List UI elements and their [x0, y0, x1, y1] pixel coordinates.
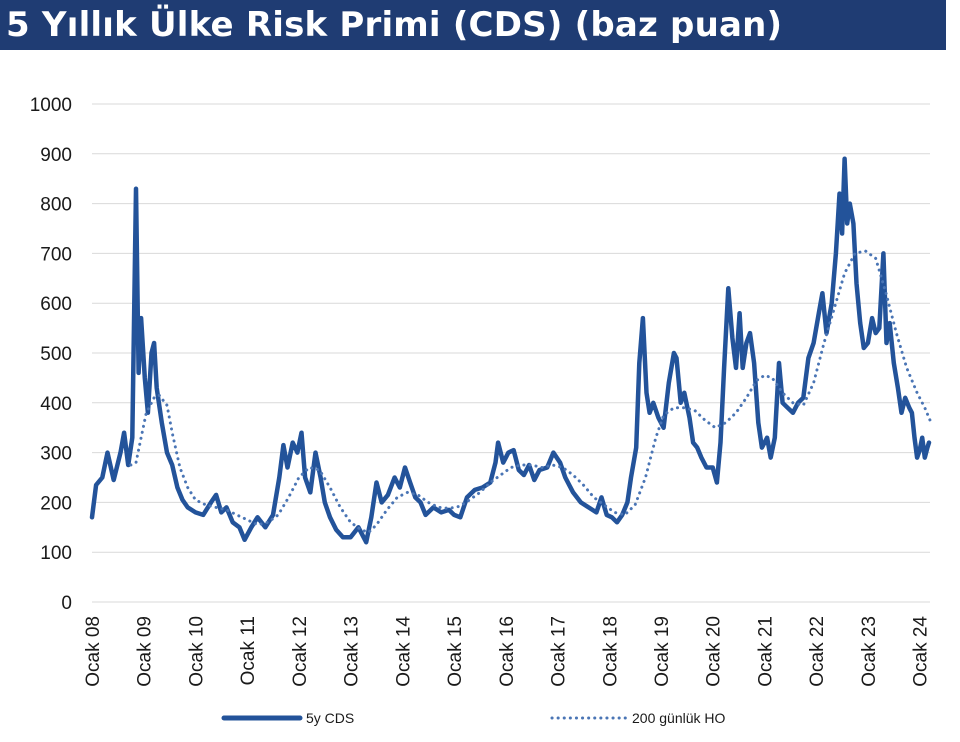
y-tick-label: 1000 — [30, 95, 72, 116]
x-axis-ticks: Ocak 08 Ocak 09 Ocak 10 Ocak 11 Ocak 12 Ocak … — [83, 616, 932, 687]
title-bar: 5 Yıllık Ülke Risk Primi (CDS) (baz puan… — [0, 0, 946, 50]
legend-label: 200 günlük HO — [632, 710, 726, 726]
x-tick-label: Ocak 09 — [135, 616, 156, 687]
x-tick-label: Ocak 14 — [393, 616, 414, 687]
y-tick-label: 200 — [40, 493, 72, 514]
x-tick-label: Ocak 22 — [807, 616, 828, 687]
y-tick-label: 400 — [40, 394, 72, 415]
y-tick-label: 0 — [61, 593, 72, 614]
x-tick-label: Ocak 21 — [755, 616, 776, 687]
y-tick-label: 700 — [40, 244, 72, 265]
y-tick-label: 600 — [40, 294, 72, 315]
y-tick-label: 500 — [40, 344, 72, 365]
x-tick-label: Ocak 24 — [911, 616, 932, 687]
x-tick-label: Ocak 11 — [238, 616, 259, 685]
x-tick-label: Ocak 15 — [445, 616, 466, 687]
x-tick-label: Ocak 19 — [652, 616, 673, 687]
y-tick-label: 100 — [40, 543, 72, 564]
x-tick-label: Ocak 12 — [290, 616, 311, 687]
y-axis-ticks: 0 100 200 300 400 500 600 700 800 900 1000 — [30, 95, 72, 614]
series — [89, 156, 932, 545]
x-tick-label: Ocak 13 — [342, 616, 363, 687]
x-tick-label: Ocak 20 — [704, 616, 725, 687]
x-tick-label: Ocak 23 — [859, 616, 880, 687]
x-tick-label: Ocak 08 — [83, 616, 104, 687]
x-tick-label: Ocak 18 — [600, 616, 621, 687]
chart-title: 5 Yıllık Ülke Risk Primi (CDS) (baz puan… — [6, 5, 783, 45]
x-tick-label: Ocak 17 — [549, 616, 570, 687]
y-tick-label: 900 — [40, 145, 72, 166]
legend-label: 5y CDS — [306, 710, 354, 726]
legend: 5y CDS 200 günlük HO — [221, 710, 726, 726]
series-line-moving-average — [129, 249, 932, 534]
y-tick-label: 300 — [40, 444, 72, 465]
x-tick-label: Ocak 16 — [497, 616, 518, 687]
x-tick-label: Ocak 10 — [186, 616, 207, 687]
y-tick-label: 800 — [40, 195, 72, 216]
series-line-cds — [89, 156, 932, 545]
gridlines — [92, 103, 930, 603]
